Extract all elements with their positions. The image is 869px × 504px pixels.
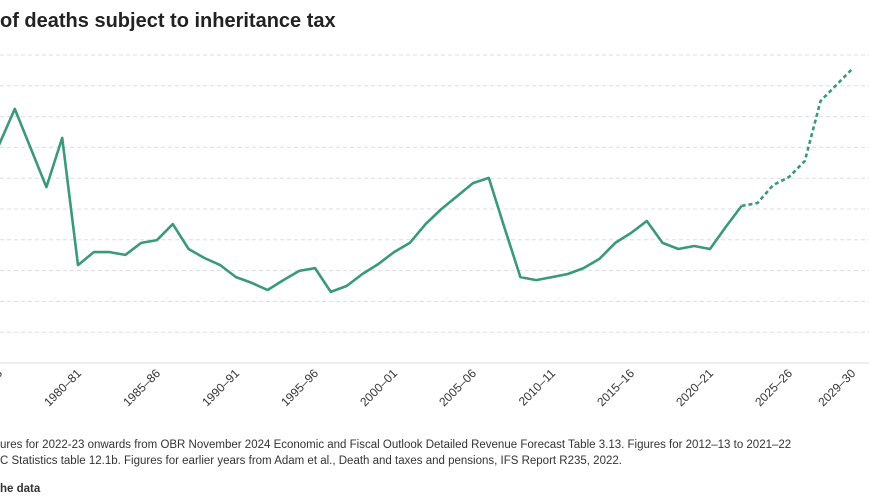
data-link[interactable]: he data <box>0 483 41 495</box>
data-line <box>741 67 854 208</box>
x-tick-label: 2015–16 <box>594 366 637 409</box>
chart-title: of deaths subject to inheritance tax <box>0 10 336 32</box>
x-tick-label: 2025–26 <box>752 366 795 409</box>
source-note: C Statistics table 12.1b. Figures for ea… <box>0 455 622 467</box>
x-tick-label: 2020–21 <box>673 366 716 409</box>
x-tick-label: 1980–81 <box>41 366 84 409</box>
x-tick-label: 2029–30 <box>815 366 858 409</box>
source-note: ures for 2022-23 onwards from OBR Novemb… <box>0 439 791 451</box>
x-tick-label: 1995–96 <box>278 366 321 409</box>
x-tick-label: 1975–76 <box>0 366 5 409</box>
data-line <box>0 107 743 294</box>
x-tick-label: 2000–01 <box>357 366 400 409</box>
x-tick-label: 1990–91 <box>199 366 242 409</box>
x-tick-label: 2010–11 <box>516 366 559 409</box>
x-tick-label: 2005–06 <box>436 366 479 409</box>
x-tick-label: 1985–86 <box>120 366 163 409</box>
